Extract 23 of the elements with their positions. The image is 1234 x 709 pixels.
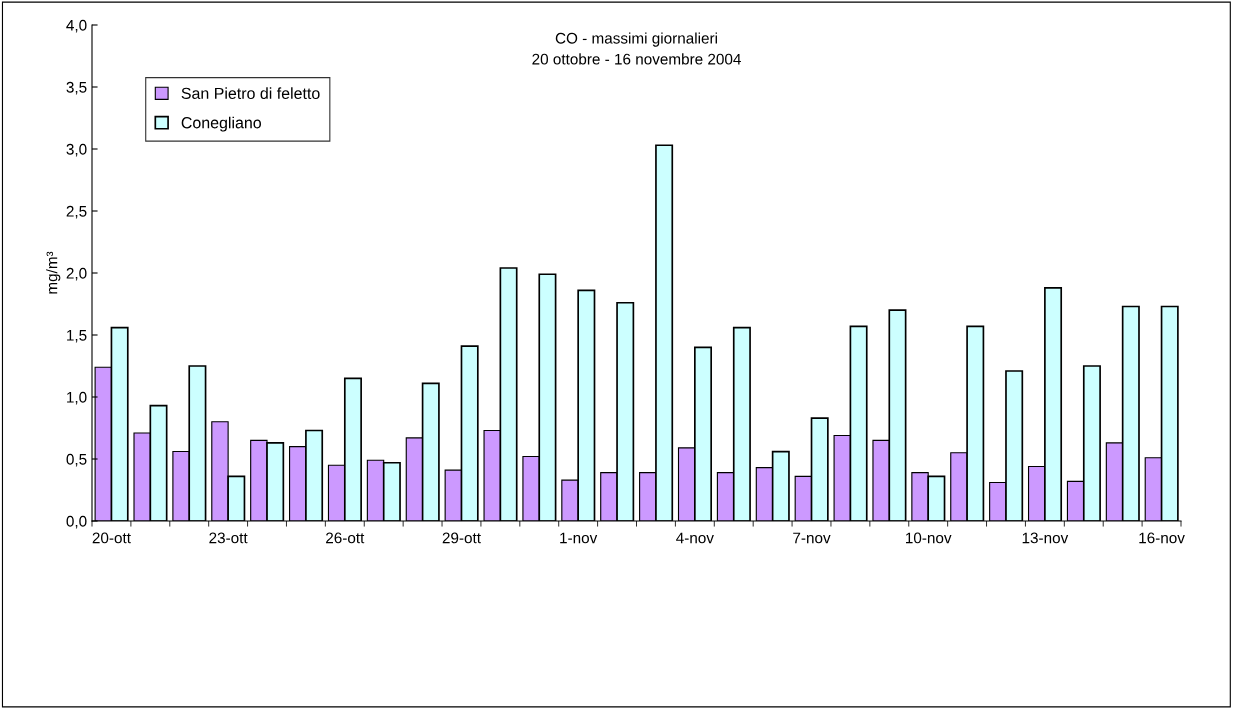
legend-label: Conegliano xyxy=(181,116,262,132)
x-tick-label: 13-nov xyxy=(1022,532,1069,544)
legend-label: San Pietro di feletto xyxy=(181,87,320,100)
x-tick-label: 4-nov xyxy=(676,532,714,544)
y-tick-label: 3,5 xyxy=(66,81,87,95)
y-tick-label: 3,0 xyxy=(66,143,87,157)
x-tick-label: 29-ott xyxy=(442,532,481,544)
y-tick-label: 0,5 xyxy=(66,453,87,467)
y-tick-label: 4,0 xyxy=(66,19,87,33)
text: CO - massimi giornalieri 20 ottobre - 16 novembre 2004 xyxy=(532,32,741,65)
y-tick-label: 2,0 xyxy=(66,267,87,281)
x-tick-label: 7-nov xyxy=(793,532,831,544)
y-tick-label: 0,0 xyxy=(66,515,87,529)
x-tick-label: 10-nov xyxy=(906,532,952,544)
y-axis-title: mg/m³ xyxy=(46,251,61,294)
x-tick-label: 20-ott xyxy=(92,532,131,544)
y-tick-label: 1,5 xyxy=(67,330,87,343)
x-tick-label: 1-nov xyxy=(560,532,598,544)
y-tick-label: 1,0 xyxy=(67,391,87,405)
x-tick-label: 23-ott xyxy=(209,532,248,544)
x-tick-label: 16-nov xyxy=(1139,532,1185,544)
x-tick-label: 26-ott xyxy=(326,532,365,544)
y-tick-label: 2,5 xyxy=(66,205,87,219)
